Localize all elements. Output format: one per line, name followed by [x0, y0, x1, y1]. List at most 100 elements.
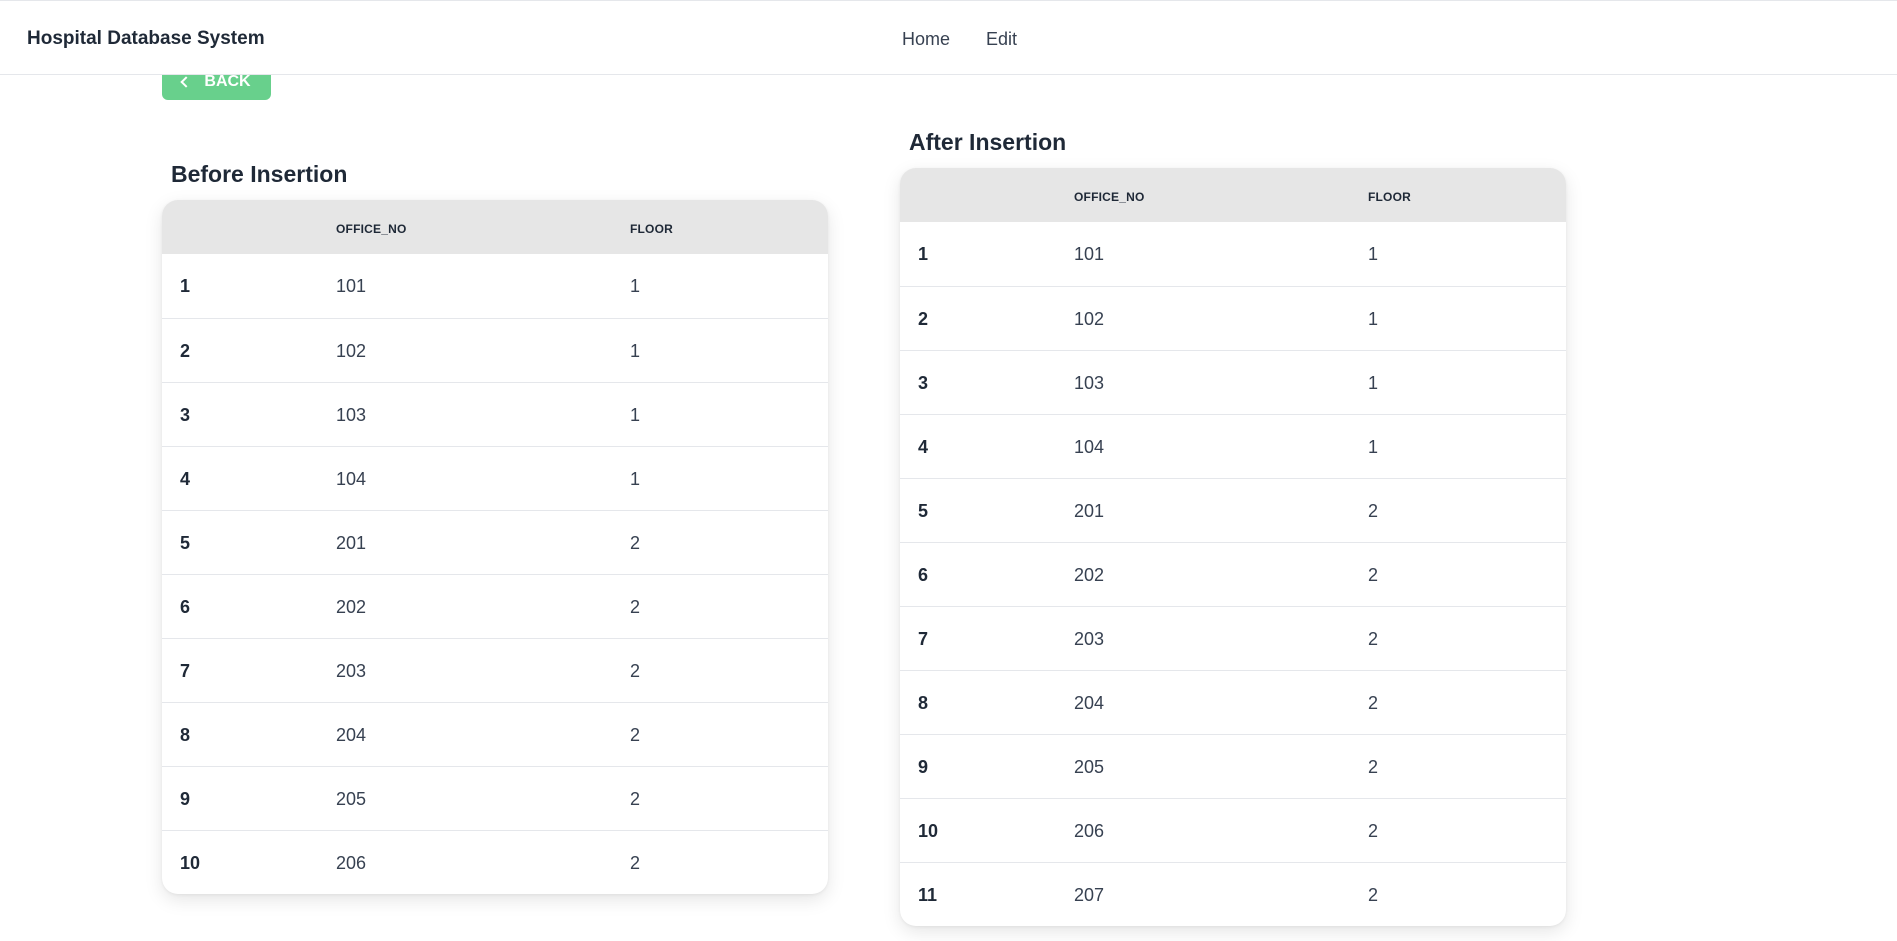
column-header-floor: FLOOR — [630, 222, 673, 236]
row-index-cell: 3 — [180, 405, 191, 425]
office-no-cell: 101 — [336, 276, 367, 296]
before-insertion-title: Before Insertion — [171, 161, 348, 187]
office-no-cell: 202 — [1074, 565, 1105, 585]
table-row: 2 102 1 — [162, 318, 828, 382]
row-index-cell: 9 — [180, 789, 191, 809]
table-row: 1 101 1 — [162, 254, 828, 318]
office-no-cell: 205 — [336, 789, 367, 809]
main-nav: Home Edit — [902, 29, 1017, 50]
floor-cell: 1 — [630, 276, 641, 296]
row-index-cell: 6 — [918, 565, 929, 585]
floor-cell: 2 — [1368, 885, 1379, 905]
nav-home-link[interactable]: Home — [902, 29, 951, 49]
office-no-cell: 201 — [336, 533, 367, 553]
floor-cell: 1 — [1368, 373, 1379, 393]
row-index-cell: 6 — [180, 597, 191, 617]
row-index-cell: 5 — [180, 533, 191, 553]
after-insertion-table: OFFICE_NO FLOOR 1 10 1 1 2 102 1 3 103 1 4 104 1 5 201… — [900, 168, 1566, 926]
table-row: 6 202 2 — [162, 574, 828, 638]
table-row: 4 104 1 — [900, 414, 1566, 478]
nav-edit-link[interactable]: Edit — [986, 29, 1018, 49]
office-no-cell: 206 — [1074, 821, 1105, 841]
floor-cell: 2 — [1368, 629, 1379, 649]
office-no-cell: 202 — [336, 597, 367, 617]
office-no-cell: 205 — [1074, 757, 1105, 777]
back-button-label: BACK — [204, 73, 251, 90]
table-header: OFFICE_NO FLOOR — [162, 200, 828, 254]
floor-cell: 1 — [630, 469, 641, 489]
row-index-cell: 10 — [180, 853, 201, 873]
floor-cell: 1 — [630, 405, 641, 425]
floor-cell: 2 — [1368, 757, 1379, 777]
table-body: 1 101 1 2 102 1 3 103 1 4 104 1 5 201 2 6 202 2 7 203 2 8 204 2… — [162, 254, 828, 894]
floor-cell: 2 — [630, 789, 641, 809]
row-index-cell: 10 — [918, 821, 939, 841]
floor-cell: 2 — [630, 597, 641, 617]
floor-cell: 2 — [1368, 501, 1379, 521]
floor-cell: 2 — [1368, 565, 1379, 585]
table-row: 10 206 2 — [900, 798, 1566, 862]
table-row: 7 203 2 — [900, 606, 1566, 670]
row-index-cell: 2 — [180, 341, 191, 361]
office-no-cell: 204 — [336, 725, 367, 745]
before-insertion-table: OFFICE_NO FLOOR 1 101 1 2 102 1 3 103 1 4 104 1 5 201… — [162, 200, 828, 894]
floor-cell: 1 — [1368, 244, 1379, 264]
floor-cell: 2 — [1368, 821, 1379, 841]
chevron-left-icon — [180, 76, 193, 88]
column-header-office-no: OFFICE_NO — [1074, 190, 1145, 204]
row-index-cell: 8 — [918, 693, 929, 713]
after-insertion-title: After Insertion — [909, 129, 1067, 155]
floor-cell: 1 — [1368, 309, 1379, 329]
floor-cell: 2 — [630, 853, 641, 873]
floor-cell: 2 — [630, 661, 641, 681]
table-row: 11 207 2 — [900, 862, 1566, 926]
row-index-cell: 1 — [180, 276, 191, 296]
floor-cell: 1 — [1368, 437, 1379, 457]
row-index-cell: 7 — [180, 661, 191, 681]
floor-cell: 2 — [1368, 693, 1379, 713]
floor-cell: 2 — [630, 725, 641, 745]
row-index-cell: 3 — [918, 373, 929, 393]
office-no-cell: 103 — [1074, 373, 1105, 393]
table-row: 5 201 2 — [162, 510, 828, 574]
row-index-cell: 4 — [180, 469, 191, 489]
table-row: 7 203 2 — [162, 638, 828, 702]
table-row: 1 101 1 — [900, 222, 1566, 286]
table-row: 9 205 2 — [900, 734, 1566, 798]
table-row: 3 103 1 — [900, 350, 1566, 414]
table-body: 1 101 1 2 102 1 3 103 1 4 104 1 5 201 2 6 202 2 7 203 2 8 204 2… — [900, 222, 1566, 926]
table-row: 4 104 1 — [162, 446, 828, 510]
table-header: OFFICE_NO FLOOR — [900, 168, 1566, 222]
table-row: 5 201 2 — [900, 478, 1566, 542]
column-header-floor: FLOOR — [1368, 190, 1411, 204]
office-no-cell: 102 — [1074, 309, 1105, 329]
table-row: 2 102 1 — [900, 286, 1566, 350]
office-no-cell: 101 — [1074, 244, 1105, 264]
floor-cell: 1 — [630, 341, 641, 361]
column-header-office-no: OFFICE_NO — [336, 222, 407, 236]
office-no-cell: 103 — [336, 405, 367, 425]
row-index-cell: 4 — [918, 437, 929, 457]
table-row: 3 103 1 — [162, 382, 828, 446]
floor-cell: 2 — [630, 533, 641, 553]
table-row: 10 206 2 — [162, 830, 828, 894]
office-no-cell: 104 — [336, 469, 367, 489]
row-index-cell: 7 — [918, 629, 929, 649]
row-index-cell: 8 — [180, 725, 191, 745]
row-index-cell: 11 — [918, 885, 938, 905]
top-navbar: Hospital Database System Home Edit — [0, 0, 1897, 75]
row-index-cell: 9 — [918, 757, 929, 777]
table-row: 8 204 2 — [162, 702, 828, 766]
app-title[interactable]: Hospital Database System — [27, 28, 265, 49]
office-no-cell: 207 — [1074, 885, 1105, 905]
office-no-cell: 102 — [336, 341, 367, 361]
table-row: 8 204 2 — [900, 670, 1566, 734]
office-no-cell: 206 — [336, 853, 367, 873]
row-index-cell: 5 — [918, 501, 929, 521]
office-no-cell: 201 — [1074, 501, 1105, 521]
row-index-cell: 2 — [918, 309, 929, 329]
table-row: 9 205 2 — [162, 766, 828, 830]
office-no-cell: 104 — [1074, 437, 1105, 457]
office-no-cell: 204 — [1074, 693, 1105, 713]
office-no-cell: 203 — [336, 661, 367, 681]
